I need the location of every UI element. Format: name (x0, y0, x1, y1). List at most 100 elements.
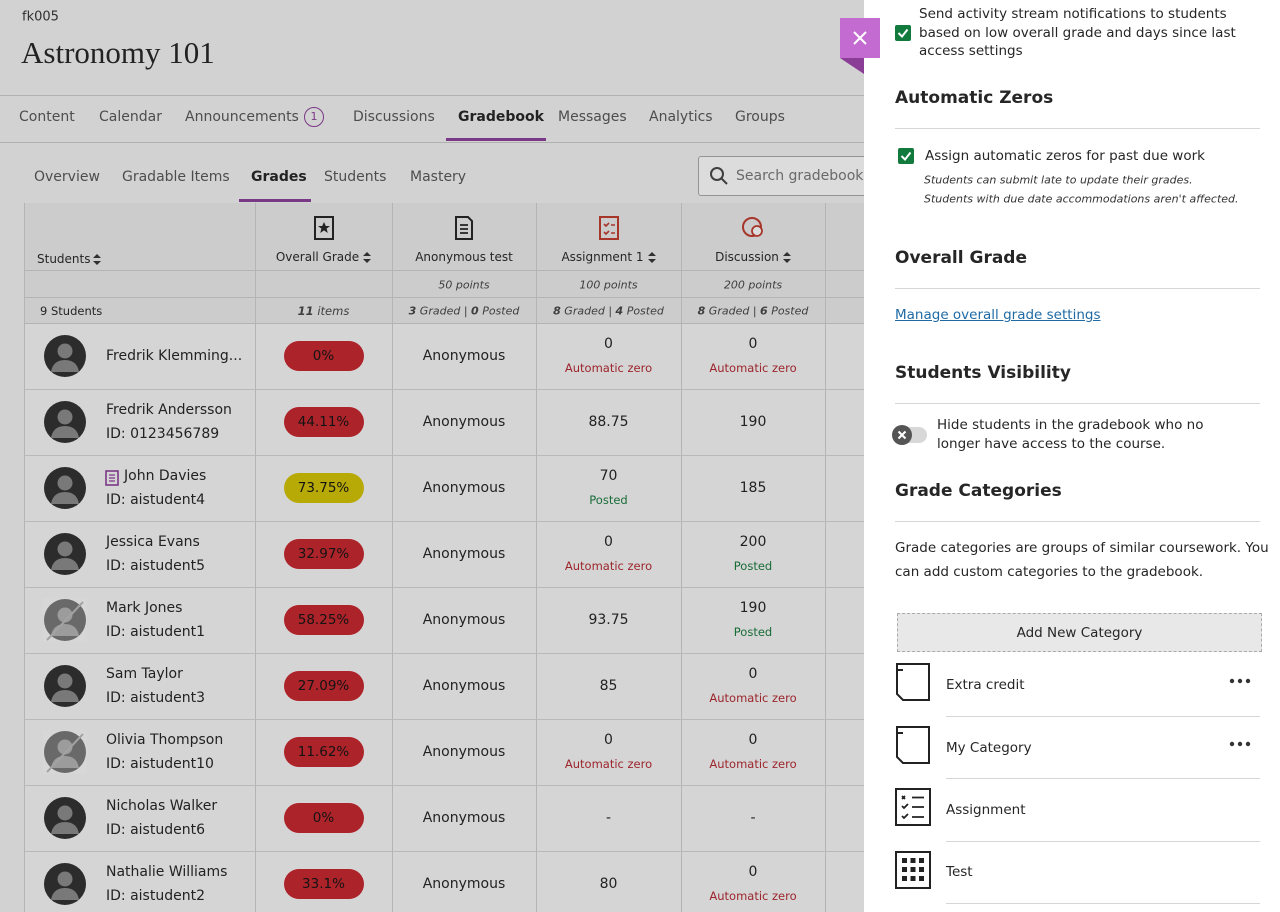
overall-grade: 0% (312, 810, 335, 826)
nav-tab[interactable]: Groups (735, 109, 785, 125)
overall-grade: 32.97% (297, 546, 350, 562)
student-name: Jessica Evans (106, 534, 200, 550)
grade-status: Automatic zero (709, 757, 797, 771)
column-border (24, 203, 25, 912)
subnav-tab-active[interactable]: Grades (251, 169, 307, 185)
grade-value: 0 (748, 666, 758, 682)
grade-status: Automatic zero (709, 691, 797, 705)
subnav-tab[interactable]: Students (324, 169, 387, 185)
search-box[interactable]: Search gradebook (698, 156, 880, 196)
course-area: fk005 Astronomy 101 Content Calendar Ann… (0, 9, 880, 912)
toggle[interactable] (891, 424, 929, 446)
student-id: ID: aistudent4 (106, 492, 205, 508)
divider (895, 403, 1260, 404)
nav-tab[interactable]: Calendar (99, 109, 162, 125)
grade-value: 70 (599, 468, 618, 484)
grade-value: 0 (604, 732, 613, 748)
nav-tab[interactable]: Content (19, 109, 75, 125)
divider (895, 521, 1260, 522)
more-menu[interactable] (1228, 739, 1252, 749)
count: 11 (297, 304, 314, 318)
row-border (24, 297, 864, 298)
grade-status: Posted (733, 559, 773, 573)
category-label: Assignment (946, 802, 1026, 818)
section-title: Overall Grade (895, 248, 1027, 268)
close-button[interactable] (840, 18, 880, 58)
summary-part: Graded (708, 304, 750, 318)
column-border (825, 203, 826, 912)
student-count: 9 Students (40, 304, 103, 318)
column-icon (313, 216, 334, 240)
column-icon (742, 217, 763, 237)
grade-value: 88.75 (588, 414, 629, 430)
student-id: ID: aistudent10 (106, 756, 214, 772)
nav-tab[interactable]: Announcements (185, 109, 299, 125)
column-header: Discussion (715, 250, 779, 264)
grade-pill: 32.97% (283, 539, 364, 569)
checkbox-label: Assign automatic zeros for past due work (925, 148, 1205, 164)
overall-grade: 0% (312, 348, 335, 364)
grade-status: Automatic zero (564, 559, 653, 573)
grade-value: 93.75 (588, 612, 629, 628)
more-menu[interactable] (1228, 676, 1252, 686)
checkbox[interactable] (894, 24, 912, 42)
accommodation-icon (105, 470, 119, 486)
grade-value: - (605, 810, 612, 826)
close-fold (840, 58, 864, 74)
anonymous: Anonymous (422, 480, 506, 496)
toggle-label: longer have access to the course. (937, 436, 1166, 452)
divider (946, 716, 1260, 717)
notify-text: access settings (919, 43, 1023, 59)
column-icon (455, 216, 473, 240)
course-code: fk005 (22, 9, 59, 25)
avatar (44, 533, 86, 575)
sort-icon (647, 252, 656, 263)
nav-tab[interactable]: Discussions (353, 109, 435, 125)
subnav-tab[interactable]: Gradable Items (122, 169, 230, 185)
column-header: Overall Grade (275, 250, 360, 264)
summary-part: Posted (482, 304, 520, 318)
grade-pill: 58.25% (283, 605, 364, 635)
nav-tab-active[interactable]: Gradebook (458, 109, 544, 125)
grade-value: 190 (739, 600, 767, 616)
grade-status: Automatic zero (709, 361, 797, 375)
grade-status: Posted (733, 625, 773, 639)
student-id: ID: aistudent6 (106, 822, 205, 838)
anonymous: Anonymous (422, 546, 506, 562)
grade-value: 0 (748, 732, 758, 748)
table-body (24, 323, 864, 912)
column-border (255, 203, 256, 912)
summary-part: 6 (760, 304, 768, 318)
settings-link[interactable]: Manage overall grade settings (895, 307, 1101, 323)
avatar (44, 401, 86, 443)
grade-value: 190 (739, 414, 767, 430)
subnav-tab[interactable]: Overview (34, 169, 100, 185)
section-title: Grade Categories (895, 481, 1062, 501)
checkbox[interactable] (897, 147, 915, 165)
anonymous: Anonymous (422, 414, 506, 430)
anonymous: Anonymous (422, 810, 506, 826)
grade-pill: 0% (283, 803, 364, 833)
anonymous: Anonymous (422, 876, 506, 892)
category-label: Test (946, 864, 973, 880)
nav-tab[interactable]: Messages (558, 109, 627, 125)
grade-value: 0 (604, 534, 613, 550)
grade-status: Automatic zero (564, 361, 653, 375)
grade-value: 0 (748, 864, 758, 880)
table-header (24, 203, 864, 323)
avatar (43, 730, 87, 774)
button-label: Add New Category (1016, 624, 1143, 641)
column-header: Students (37, 252, 91, 266)
avatar (43, 598, 87, 642)
student-name: Fredrik Andersson (106, 402, 232, 418)
description: can add custom categories to the gradebo… (895, 564, 1204, 580)
subnav-tab[interactable]: Mastery (410, 169, 467, 185)
summary-part: Posted (771, 304, 809, 318)
column-icon (598, 216, 619, 240)
avatar (44, 797, 86, 839)
nav-tab[interactable]: Analytics (649, 109, 713, 125)
add-category-button[interactable]: Add New Category (897, 613, 1262, 652)
toggle-label: Hide students in the gradebook who no (937, 417, 1204, 433)
grade-pill: 0% (283, 341, 364, 371)
summary-part: 3 (408, 304, 417, 318)
